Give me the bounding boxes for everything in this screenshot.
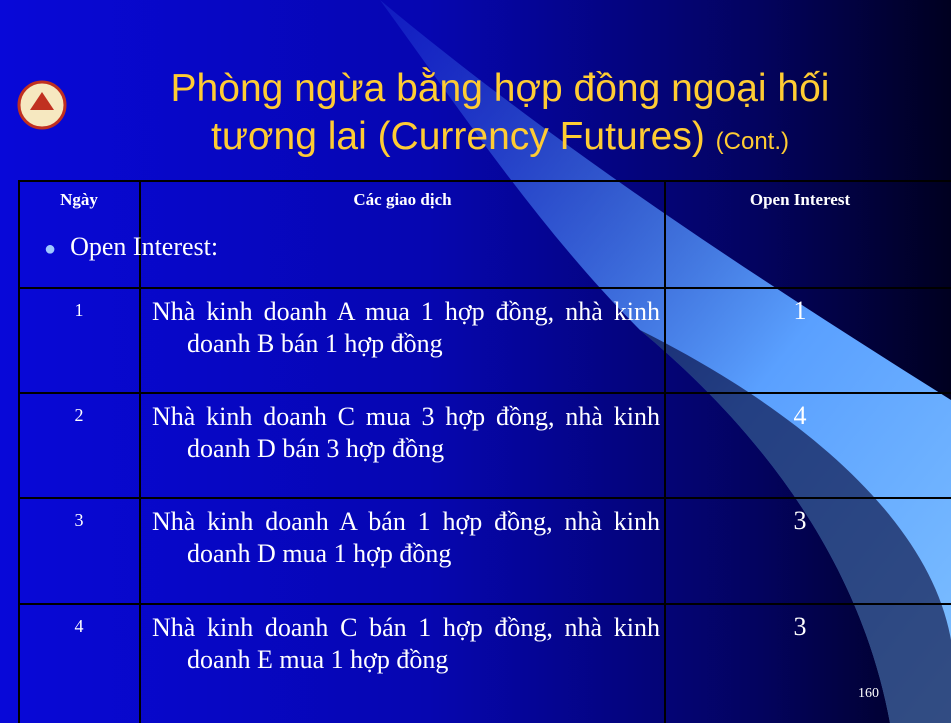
transaction-cell: Nhà kinh doanh C mua 3 hợp đồng, nhà kin…: [152, 401, 660, 465]
day-cell: 2: [18, 405, 140, 426]
row-border: [18, 180, 951, 182]
day-cell: 3: [18, 510, 140, 531]
open-interest-cell: 4: [665, 401, 935, 431]
open-interest-cell: 3: [665, 612, 935, 642]
day-cell: 1: [18, 300, 140, 321]
transaction-cell: Nhà kinh doanh A mua 1 hợp đồng, nhà kin…: [152, 296, 660, 360]
slide: Phòng ngừa bằng hợp đồng ngoại hối tương…: [0, 0, 951, 723]
transaction-cell: Nhà kinh doanh C bán 1 hợp đồng, nhà kin…: [152, 612, 660, 676]
page-number: 160: [858, 686, 879, 702]
title-line2: tương lai (Currency Futures) (Cont.): [60, 114, 940, 165]
row-border: [18, 392, 951, 394]
bullet: ●Open Interest:: [44, 232, 218, 262]
row-border: [18, 287, 951, 289]
header-cell: Ngày: [18, 190, 140, 210]
header-cell: Các giao dịch: [140, 190, 665, 210]
day-cell: 4: [18, 616, 140, 637]
open-interest-cell: 3: [665, 506, 935, 536]
col-border: [18, 180, 20, 723]
title-line1: Phòng ngừa bằng hợp đồng ngoại hối: [60, 66, 940, 112]
transaction-cell: Nhà kinh doanh A bán 1 hợp đồng, nhà kin…: [152, 506, 660, 570]
title-text: tương lai (Currency Futures): [211, 115, 705, 158]
open-interest-cell: 1: [665, 296, 935, 326]
title-note: (Cont.): [716, 128, 789, 155]
row-border: [18, 497, 951, 499]
bullet-text: Open Interest:: [70, 232, 218, 261]
row-border: [18, 603, 951, 605]
header-cell: Open Interest: [665, 190, 935, 210]
